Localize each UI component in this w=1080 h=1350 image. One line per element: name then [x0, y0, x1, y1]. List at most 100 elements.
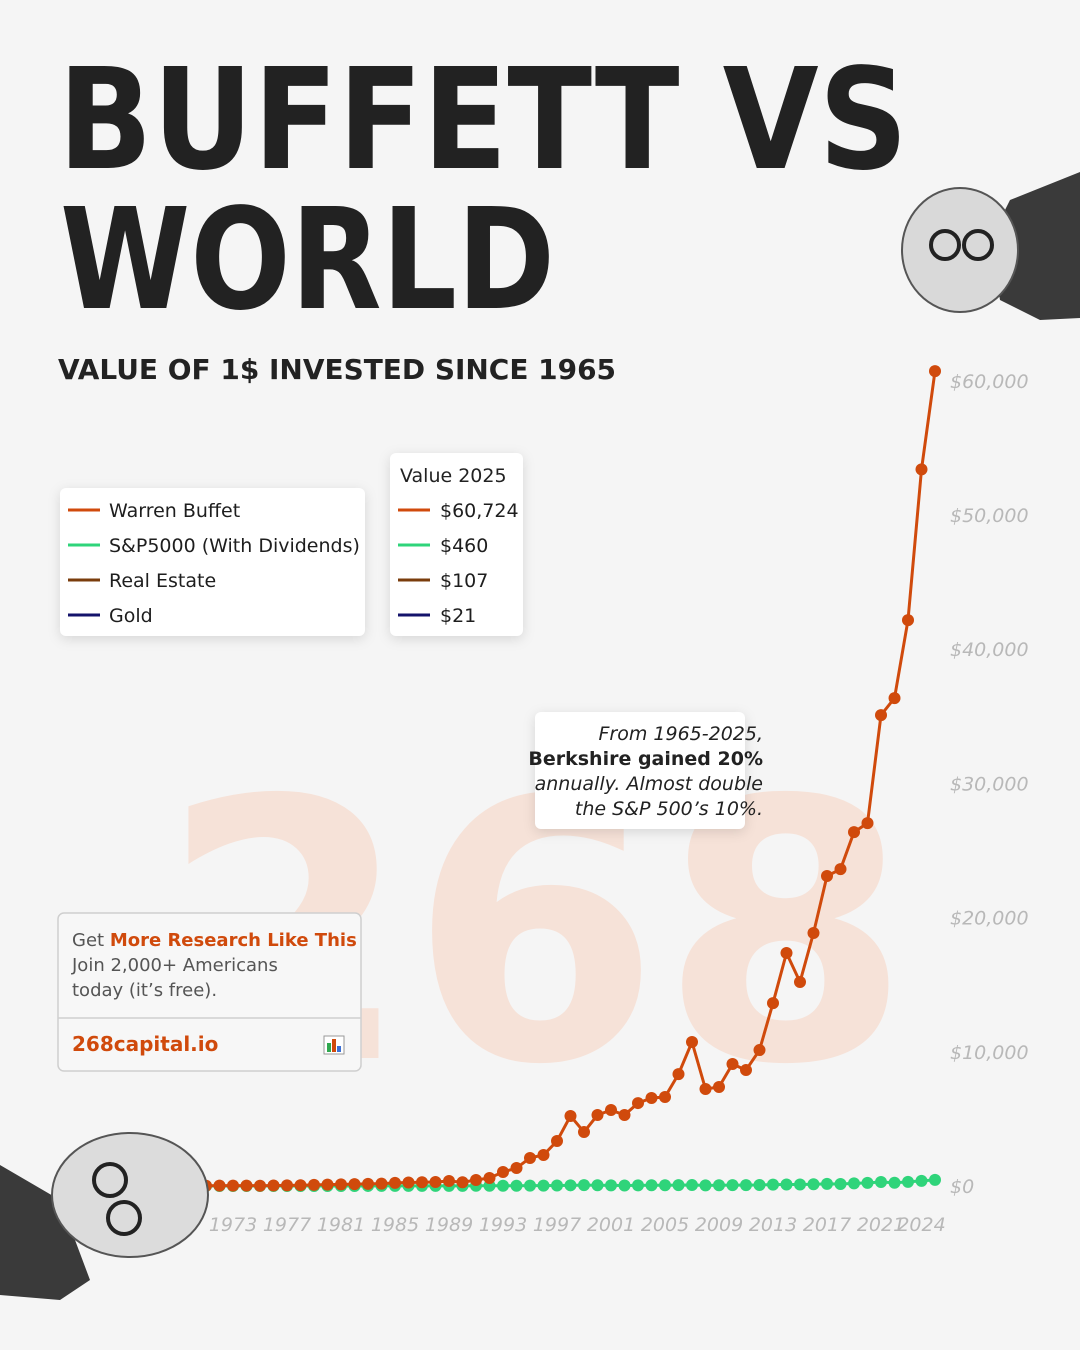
data-point	[780, 947, 793, 960]
data-point	[686, 1179, 698, 1192]
y-tick-label: $0	[950, 1176, 974, 1198]
x-tick-label: 1985	[371, 1214, 419, 1236]
legend-value-box	[390, 453, 523, 636]
data-point	[618, 1109, 631, 1122]
annotation-line: the S&P 500’s 10%.	[575, 798, 763, 820]
x-tick-label: 2021	[857, 1214, 905, 1236]
data-point	[591, 1109, 604, 1122]
legend-value: $460	[440, 535, 488, 557]
legend-value: $21	[440, 605, 476, 627]
x-tick-label: 2024	[897, 1214, 945, 1236]
data-point	[308, 1178, 320, 1191]
data-point	[888, 692, 901, 705]
data-point	[632, 1097, 644, 1110]
data-point	[929, 1173, 941, 1186]
title-line: WORLD	[60, 179, 555, 342]
data-point	[821, 1177, 833, 1190]
x-tick-label: 1981	[317, 1214, 365, 1236]
subtitle: VALUE OF 1$ INVESTED SINCE 1965	[58, 353, 616, 386]
x-tick-label: 1977	[263, 1214, 311, 1236]
data-point	[848, 1177, 860, 1190]
data-point	[659, 1091, 671, 1104]
legend-box	[60, 488, 365, 636]
data-point	[888, 1176, 901, 1189]
legend-label: Gold	[109, 605, 153, 627]
data-point	[794, 1178, 806, 1191]
legend: Warren Buffet $60,724 S&P5000 (With Divide…	[68, 500, 519, 627]
cta-link[interactable]: 268capital.io	[72, 1032, 218, 1056]
annotation-line: From 1965-2025,	[598, 723, 763, 745]
data-point	[699, 1179, 712, 1192]
cta-text: Join 2,000+ Americans	[71, 955, 278, 976]
data-point	[605, 1179, 617, 1192]
x-tick-label: 1993	[479, 1214, 527, 1236]
y-tick-label: $50,000	[950, 505, 1029, 527]
data-point	[537, 1149, 550, 1162]
data-point	[578, 1126, 590, 1139]
data-point	[915, 1174, 928, 1187]
chart-icon	[323, 1035, 345, 1055]
data-point	[699, 1082, 712, 1095]
data-point	[564, 1179, 577, 1192]
data-point	[753, 1178, 766, 1191]
data-point	[551, 1135, 563, 1148]
legend-value-title: Value 2025	[400, 465, 507, 487]
data-point	[551, 1179, 563, 1192]
annotation-line: annually. Almost double	[535, 773, 763, 795]
data-point	[780, 1178, 793, 1191]
data-point	[875, 709, 887, 722]
data-point	[834, 863, 847, 876]
legend-label: S&P5000 (With Dividends)	[109, 535, 360, 557]
data-point	[510, 1179, 523, 1192]
data-point	[335, 1178, 347, 1191]
x-tick-label: 2017	[803, 1214, 851, 1236]
data-point	[564, 1109, 577, 1122]
y-tick-label: $20,000	[950, 908, 1029, 930]
data-point	[443, 1175, 455, 1188]
legend-label: Real Estate	[109, 570, 216, 592]
x-tick-label: 2009	[695, 1214, 743, 1236]
data-point	[713, 1080, 725, 1093]
data-point	[753, 1044, 766, 1057]
portrait	[0, 1132, 209, 1300]
data-point	[713, 1179, 725, 1192]
data-point	[672, 1179, 685, 1192]
data-point	[470, 1173, 482, 1186]
x-tick-label: 1989	[425, 1214, 473, 1236]
data-point	[375, 1177, 388, 1190]
data-point	[227, 1179, 239, 1192]
data-point	[254, 1179, 266, 1192]
cta-text: Get More Research Like This	[72, 930, 357, 951]
portrait	[901, 172, 1080, 320]
data-point	[497, 1179, 509, 1192]
data-point	[416, 1176, 428, 1189]
data-point	[659, 1179, 671, 1192]
data-point	[902, 614, 914, 627]
data-point	[321, 1178, 334, 1191]
data-point	[213, 1179, 226, 1192]
data-point	[605, 1104, 617, 1117]
annotation-box	[535, 712, 745, 829]
data-point	[807, 1178, 820, 1191]
data-point	[389, 1176, 401, 1189]
y-tick-label: $30,000	[950, 773, 1029, 795]
y-tick-label: $40,000	[950, 639, 1029, 661]
y-tick-label: $60,000	[950, 371, 1029, 393]
data-point	[281, 1179, 293, 1192]
x-tick-label: 1997	[533, 1214, 581, 1236]
data-point	[767, 1178, 779, 1191]
legend-label: Warren Buffet	[109, 500, 240, 522]
data-point	[726, 1058, 739, 1071]
x-tick-label: 1973	[209, 1214, 257, 1236]
annotation-line: Berkshire gained 20%	[528, 748, 763, 770]
data-point	[578, 1179, 590, 1192]
data-point	[848, 826, 860, 839]
data-point	[821, 870, 833, 883]
cta-lead: Get	[72, 930, 110, 951]
data-point	[632, 1179, 644, 1192]
data-point	[267, 1179, 280, 1192]
title-line: BUFFETT VS	[58, 39, 908, 202]
data-point	[240, 1179, 253, 1192]
data-point	[645, 1179, 658, 1192]
